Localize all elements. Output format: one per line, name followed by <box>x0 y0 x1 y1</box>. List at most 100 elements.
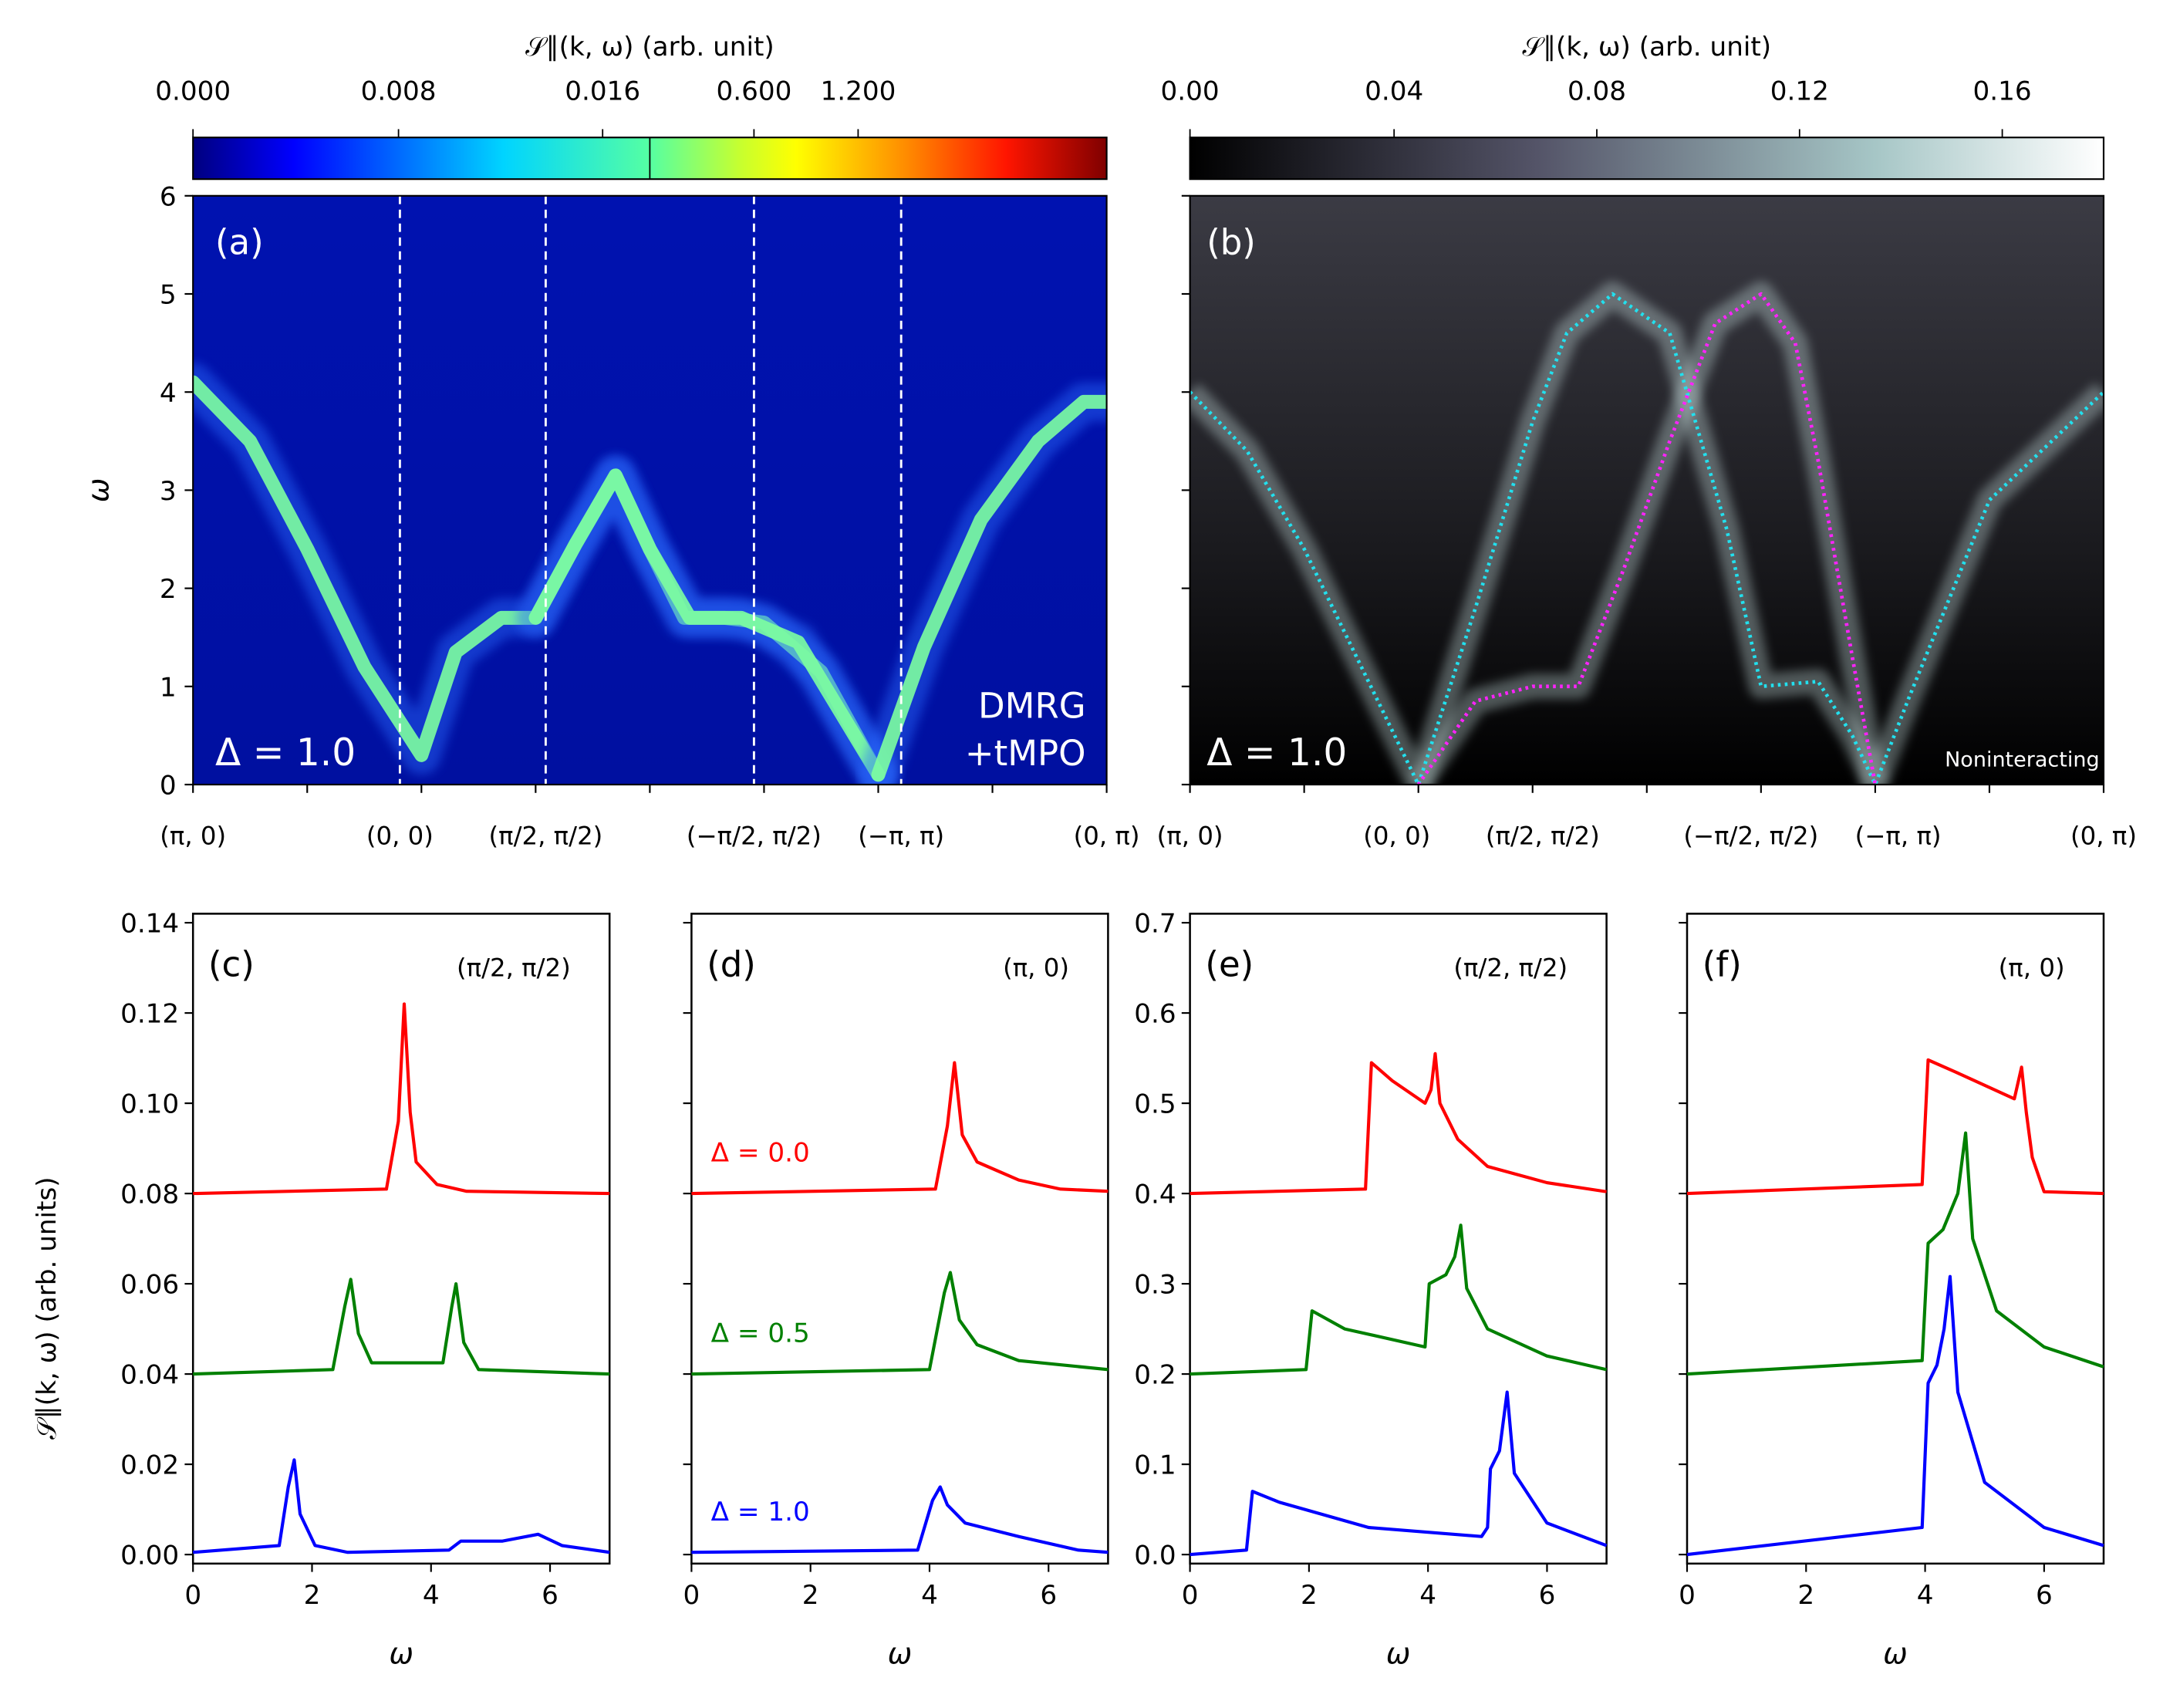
band-a-2 <box>871 394 1107 782</box>
kpath-label-1-5: (0, π) <box>2070 821 2137 850</box>
panel-d-label: (d) <box>707 943 756 984</box>
panel-e: 0 2 4 6 0.0 0.1 0.2 0.3 0.4 0.5 0.6 0.7 ω (e) (π/2, π/… <box>1134 909 1608 1670</box>
colorbar-b-tick-0: 0.00 <box>1161 76 1220 107</box>
colorbar-b-ticks: 0.00 0.04 0.08 0.12 0.16 <box>1161 76 2032 138</box>
line-panels: 0 2 4 60.000.020.040.060.080.100.120.14ω(c)… <box>120 909 2105 1670</box>
panel-e-ytick-label-6: 0.6 <box>1134 999 1176 1030</box>
kpath-label-1-0: (π, 0) <box>1157 821 1223 850</box>
kpath-label-1-3: (−π/2, π/2) <box>1683 821 1818 850</box>
colorbar-b-tick-2: 0.08 <box>1568 76 1626 107</box>
panel-f: 0 2 4 6 ω (f) (π, 0) <box>1679 913 2105 1670</box>
panel-c-series-0 <box>193 1002 610 1196</box>
panel-c-kpoint: (π/2, π/2) <box>457 953 571 982</box>
colorbar-a-tick-3: 0.600 <box>716 76 791 107</box>
panel-f-series-2 <box>1686 1274 2104 1557</box>
panel-e-ytick-label-5: 0.5 <box>1134 1089 1176 1120</box>
colorbar-a-tick-1: 0.008 <box>361 76 437 107</box>
panel-e-ytick-label-2: 0.2 <box>1134 1360 1176 1391</box>
panel-d-series-2 <box>691 1485 1109 1554</box>
panel-e-series-1 <box>1190 1224 1608 1376</box>
ytick-label-0: 0 <box>160 771 177 802</box>
colorbar-a-label: 𝒮∥(k, ω) (arb. unit) <box>525 32 774 62</box>
panel-f-series-0 <box>1686 1058 2104 1196</box>
panel-c-series-1 <box>193 1278 610 1376</box>
panel-e-series-2 <box>1190 1390 1608 1557</box>
panel-c-ytick-label-7: 0.14 <box>120 909 179 940</box>
kpath-label-1-4: (−π, π) <box>1855 821 1942 850</box>
panel-a-method-line1: DMRG <box>978 686 1086 727</box>
panel-c-ytick-label-0: 0.00 <box>120 1541 179 1571</box>
panel-c-xtick-label-0: 0 <box>184 1580 201 1611</box>
band-a-1 <box>528 468 886 782</box>
colorbar-b-label: 𝒮∥(k, ω) (arb. unit) <box>1522 32 1771 62</box>
panel-f-xtick-label-6: 6 <box>2036 1580 2053 1611</box>
panel-d-series-0 <box>691 1061 1109 1196</box>
panel-e-series-0 <box>1190 1051 1607 1196</box>
panel-f-xtick-label-0: 0 <box>1679 1580 1696 1611</box>
panel-e-kpoint: (π/2, π/2) <box>1453 953 1568 982</box>
panel-b-label: (b) <box>1206 221 1256 262</box>
panel-f-xtick-label-2: 2 <box>1797 1580 1814 1611</box>
kpath-label-1-2: (π/2, π/2) <box>1486 821 1600 850</box>
ytick-label-4: 4 <box>160 378 177 409</box>
legend-0: Δ = 0.0 <box>711 1138 810 1169</box>
panel-d-frame <box>690 913 1109 1565</box>
panel-c-xlabel: ω <box>389 1636 413 1670</box>
panel-f-xtick-label-4: 4 <box>1917 1580 1934 1611</box>
edge-b-1 <box>1416 292 1878 785</box>
panel-e-xlabel: ω <box>1386 1636 1411 1670</box>
panel-a-method-line2: +tMPO <box>965 733 1086 774</box>
panel-c: 0 2 4 6 0.00 0.02 0.04 0.06 0.08 0.10 0.12 0.14 ω (c)… <box>120 909 611 1670</box>
panel-c-ytick-label-5: 0.10 <box>120 1089 179 1120</box>
panel-a-delta: Δ = 1.0 <box>215 731 356 775</box>
panel-d-xtick-label-2: 2 <box>802 1580 819 1611</box>
edge-b-0 <box>1190 292 2104 785</box>
panel-a-label: (a) <box>215 221 264 262</box>
colorbar-a-tick-4: 1.200 <box>820 76 896 107</box>
panel-c-ytick-label-1: 0.02 <box>120 1450 179 1481</box>
panel-c-series-2 <box>193 1458 610 1554</box>
colorbar-a-tick-2: 0.016 <box>565 76 640 107</box>
panel-f-frame <box>1686 913 2105 1565</box>
kpath-label-0-1: (0, 0) <box>366 821 434 850</box>
panel-c-ytick-label-6: 0.12 <box>120 999 179 1030</box>
colorbar-b-tick-3: 0.12 <box>1770 76 1829 107</box>
panel-e-ytick-label-7: 0.7 <box>1134 909 1176 940</box>
colorbar-a: 𝒮∥(k, ω) (arb. unit) 0.000 0.008 0.016 0… <box>155 32 1108 181</box>
kpath-label-0-2: (π/2, π/2) <box>488 821 602 850</box>
ytick-label-3: 3 <box>160 476 177 507</box>
colorbar-a-tick-0: 0.000 <box>155 76 231 107</box>
panel-b-y-axis <box>1181 194 1190 786</box>
panel-c-ytick-label-2: 0.04 <box>120 1360 179 1391</box>
panel-a-kpoint-dividers <box>398 195 903 785</box>
legend-2: Δ = 1.0 <box>711 1497 810 1527</box>
panel-c-ytick-label-3: 0.06 <box>120 1270 179 1301</box>
panel-c-xtick-label-4: 4 <box>423 1580 440 1611</box>
panel-d: 0 2 4 6 ω (d) (π, 0) Δ = 0.0 Δ = 0.5 Δ = 1.0 <box>683 913 1109 1670</box>
ytick-label-2: 2 <box>160 574 177 605</box>
panel-b: (b) Δ = 1.0 Noninteracting <box>1181 194 2105 786</box>
kpath-label-0-5: (0, π) <box>1074 821 1140 850</box>
colorbar-b-tick-4: 0.16 <box>1973 76 2032 107</box>
panel-f-series-1 <box>1686 1131 2104 1376</box>
panel-a-ylabel: ω <box>81 478 115 503</box>
kpath-label-0-4: (−π, π) <box>858 821 944 850</box>
colorbar-b: 𝒮∥(k, ω) (arb. unit) 0.00 0.04 0.08 0.12… <box>1161 32 2105 181</box>
panel-e-frame <box>1189 913 1608 1565</box>
panel-e-ytick-label-0: 0.0 <box>1134 1541 1176 1571</box>
colorbar-b-tick-1: 0.04 <box>1365 76 1423 107</box>
ytick-label-6: 6 <box>160 181 177 212</box>
panel-f-label: (f) <box>1702 943 1742 984</box>
panel-d-xtick-label-6: 6 <box>1040 1580 1057 1611</box>
kpath-label-0-0: (π, 0) <box>160 821 226 850</box>
panel-a: (a) Δ = 1.0 DMRG +tMPO 0 1 2 3 4 5 6 ω <box>81 181 1108 802</box>
legend-1: Δ = 0.5 <box>711 1318 810 1349</box>
panel-e-xtick-label-4: 4 <box>1419 1580 1436 1611</box>
kpath-label-0-3: (−π/2, π/2) <box>687 821 822 850</box>
ytick-label-1: 1 <box>160 672 177 703</box>
kpath-axes: (π, 0) (0, 0) (π/2, π/2) (−π/2, π/2) (−π, π)… <box>160 785 2137 850</box>
colorbar-b-gradient <box>1189 137 2105 181</box>
panel-a-background <box>193 195 1107 785</box>
panel-b-edges <box>1190 292 2104 785</box>
panel-e-label: (e) <box>1205 943 1254 984</box>
